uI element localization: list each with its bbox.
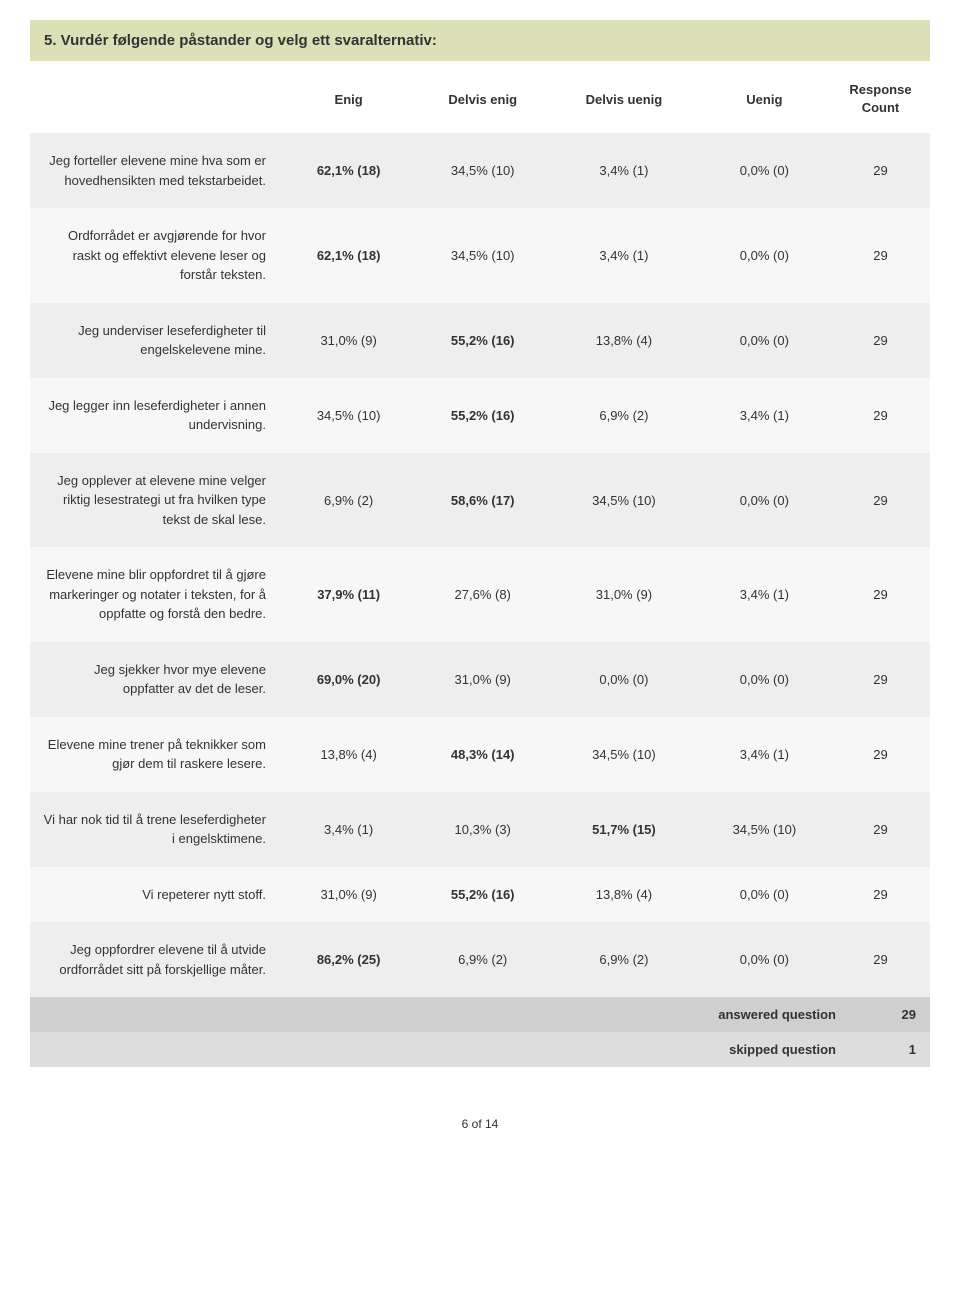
table-row: Jeg underviser leseferdigheter til engel… <box>30 303 930 378</box>
cell-value: 3,4% (1) <box>550 208 698 303</box>
cell-value: 69,0% (20) <box>282 642 415 717</box>
cell-value: 0,0% (0) <box>698 208 831 303</box>
table-row: Vi repeterer nytt stoff.31,0% (9)55,2% (… <box>30 867 930 923</box>
table-row: Jeg sjekker hvor mye elevene oppfatter a… <box>30 642 930 717</box>
cell-value: 62,1% (18) <box>282 208 415 303</box>
cell-value: 6,9% (2) <box>550 378 698 453</box>
col-delvis-enig: Delvis enig <box>415 65 550 133</box>
row-label: Elevene mine trener på teknikker som gjø… <box>30 717 282 792</box>
col-response-count: Response Count <box>831 65 930 133</box>
cell-value: 29 <box>831 378 930 453</box>
cell-value: 0,0% (0) <box>698 642 831 717</box>
cell-value: 55,2% (16) <box>415 867 550 923</box>
cell-value: 13,8% (4) <box>550 867 698 923</box>
col-uenig: Uenig <box>698 65 831 133</box>
cell-value: 0,0% (0) <box>698 303 831 378</box>
skipped-count: 1 <box>856 1042 916 1057</box>
row-label: Elevene mine blir oppfordret til å gjøre… <box>30 547 282 642</box>
cell-value: 51,7% (15) <box>550 792 698 867</box>
table-row: Elevene mine blir oppfordret til å gjøre… <box>30 547 930 642</box>
table-header-row: Enig Delvis enig Delvis uenig Uenig Resp… <box>30 65 930 133</box>
row-label: Vi repeterer nytt stoff. <box>30 867 282 923</box>
cell-value: 37,9% (11) <box>282 547 415 642</box>
cell-value: 29 <box>831 642 930 717</box>
table-row: Ordforrådet er avgjørende for hvor raskt… <box>30 208 930 303</box>
survey-matrix-table: Enig Delvis enig Delvis uenig Uenig Resp… <box>30 65 930 1067</box>
cell-value: 10,3% (3) <box>415 792 550 867</box>
cell-value: 29 <box>831 303 930 378</box>
row-label: Vi har nok tid til å trene leseferdighet… <box>30 792 282 867</box>
cell-value: 29 <box>831 547 930 642</box>
table-row: Elevene mine trener på teknikker som gjø… <box>30 717 930 792</box>
table-row: Vi har nok tid til å trene leseferdighet… <box>30 792 930 867</box>
cell-value: 31,0% (9) <box>415 642 550 717</box>
cell-value: 0,0% (0) <box>698 453 831 548</box>
cell-value: 48,3% (14) <box>415 717 550 792</box>
cell-value: 34,5% (10) <box>698 792 831 867</box>
row-label: Jeg oppfordrer elevene til å utvide ordf… <box>30 922 282 997</box>
cell-value: 34,5% (10) <box>550 453 698 548</box>
row-label: Jeg legger inn leseferdigheter i annen u… <box>30 378 282 453</box>
cell-value: 0,0% (0) <box>698 867 831 923</box>
cell-value: 29 <box>831 208 930 303</box>
cell-value: 34,5% (10) <box>415 133 550 208</box>
col-enig: Enig <box>282 65 415 133</box>
cell-value: 29 <box>831 792 930 867</box>
row-label: Jeg opplever at elevene mine velger rikt… <box>30 453 282 548</box>
cell-value: 34,5% (10) <box>415 208 550 303</box>
cell-value: 29 <box>831 453 930 548</box>
cell-value: 29 <box>831 867 930 923</box>
answered-summary-row: answered question 29 <box>30 997 930 1032</box>
table-row: Jeg oppfordrer elevene til å utvide ordf… <box>30 922 930 997</box>
row-label: Jeg underviser leseferdigheter til engel… <box>30 303 282 378</box>
cell-value: 3,4% (1) <box>698 547 831 642</box>
cell-value: 27,6% (8) <box>415 547 550 642</box>
cell-value: 34,5% (10) <box>282 378 415 453</box>
cell-value: 13,8% (4) <box>282 717 415 792</box>
cell-value: 0,0% (0) <box>698 922 831 997</box>
skipped-label: skipped question <box>729 1042 836 1057</box>
cell-value: 6,9% (2) <box>550 922 698 997</box>
skipped-summary-row: skipped question 1 <box>30 1032 930 1067</box>
answered-label: answered question <box>718 1007 836 1022</box>
cell-value: 0,0% (0) <box>550 642 698 717</box>
cell-value: 0,0% (0) <box>698 133 831 208</box>
cell-value: 31,0% (9) <box>550 547 698 642</box>
cell-value: 86,2% (25) <box>282 922 415 997</box>
question-title: 5. Vurdér følgende påstander og velg ett… <box>30 20 930 61</box>
cell-value: 29 <box>831 717 930 792</box>
cell-value: 34,5% (10) <box>550 717 698 792</box>
cell-value: 31,0% (9) <box>282 303 415 378</box>
cell-value: 29 <box>831 133 930 208</box>
cell-value: 3,4% (1) <box>550 133 698 208</box>
cell-value: 31,0% (9) <box>282 867 415 923</box>
row-label: Jeg sjekker hvor mye elevene oppfatter a… <box>30 642 282 717</box>
cell-value: 13,8% (4) <box>550 303 698 378</box>
cell-value: 6,9% (2) <box>415 922 550 997</box>
table-row: Jeg forteller elevene mine hva som er ho… <box>30 133 930 208</box>
row-label: Ordforrådet er avgjørende for hvor raskt… <box>30 208 282 303</box>
skipped-summary-cell: skipped question 1 <box>30 1032 930 1067</box>
page-indicator: 6 of 14 <box>30 1117 930 1131</box>
cell-value: 3,4% (1) <box>282 792 415 867</box>
answered-count: 29 <box>856 1007 916 1022</box>
cell-value: 3,4% (1) <box>698 378 831 453</box>
cell-value: 6,9% (2) <box>282 453 415 548</box>
col-delvis-uenig: Delvis uenig <box>550 65 698 133</box>
cell-value: 55,2% (16) <box>415 303 550 378</box>
cell-value: 62,1% (18) <box>282 133 415 208</box>
cell-value: 55,2% (16) <box>415 378 550 453</box>
row-label: Jeg forteller elevene mine hva som er ho… <box>30 133 282 208</box>
header-blank <box>30 65 282 133</box>
answered-summary-cell: answered question 29 <box>30 997 930 1032</box>
table-row: Jeg opplever at elevene mine velger rikt… <box>30 453 930 548</box>
table-row: Jeg legger inn leseferdigheter i annen u… <box>30 378 930 453</box>
cell-value: 3,4% (1) <box>698 717 831 792</box>
cell-value: 58,6% (17) <box>415 453 550 548</box>
cell-value: 29 <box>831 922 930 997</box>
